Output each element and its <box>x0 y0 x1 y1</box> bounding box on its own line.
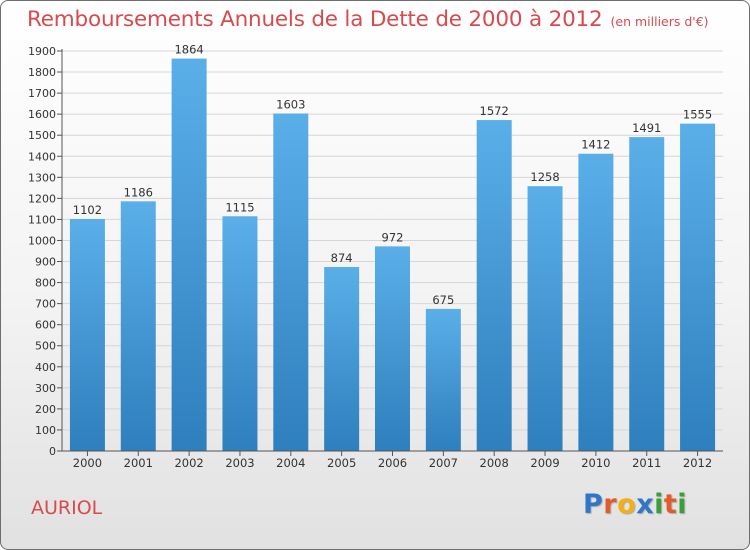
data-label: 675 <box>432 293 454 307</box>
bar-2012 <box>680 123 716 451</box>
y-tick-label: 1900 <box>28 45 56 58</box>
y-tick-label: 1600 <box>28 108 56 121</box>
y-tick-label: 500 <box>35 340 56 353</box>
x-tick-label: 2000 <box>73 456 102 470</box>
y-tick-label: 1800 <box>28 66 56 79</box>
labels: 0 100 200 300 400 500 600 700 800 900 1000 1100 1200… <box>28 43 712 470</box>
x-tick-label: 2006 <box>378 456 407 470</box>
bar-2010 <box>578 153 614 451</box>
x-tick-label: 2002 <box>174 456 203 470</box>
logo-letter: r <box>603 489 618 520</box>
logo-letter: P <box>583 489 604 520</box>
x-tick-label: 2001 <box>124 456 153 470</box>
data-label: 1102 <box>73 203 102 217</box>
logo-letter: o <box>617 489 637 520</box>
x-tick-label: 2005 <box>327 456 356 470</box>
y-tick-label: 600 <box>35 319 56 332</box>
axes <box>57 49 723 456</box>
y-tick-label: 200 <box>35 403 56 416</box>
place-name: AURIOL <box>31 497 103 519</box>
logo-letter: t <box>663 489 678 520</box>
bar-2005 <box>324 267 360 451</box>
y-tick-label: 0 <box>49 445 56 458</box>
y-tick-label: 100 <box>35 424 56 437</box>
y-tick-label: 1100 <box>28 213 56 226</box>
y-tick-label: 700 <box>35 298 56 311</box>
data-label: 1555 <box>683 108 712 122</box>
x-tick-label: 2004 <box>276 456 305 470</box>
data-label: 1115 <box>225 200 254 214</box>
bar-2006 <box>375 246 410 451</box>
y-tick-label: 1400 <box>28 150 56 163</box>
x-tick-label: 2010 <box>581 456 610 470</box>
x-tick-label: 2009 <box>530 456 559 470</box>
data-label: 1491 <box>632 121 661 135</box>
data-label: 972 <box>382 230 404 244</box>
data-label: 1603 <box>276 98 305 112</box>
logo-letter: x <box>636 489 655 520</box>
logo-letter: i <box>677 489 688 520</box>
y-tick-label: 400 <box>35 361 56 374</box>
data-label: 1864 <box>174 43 203 57</box>
y-tick-label: 800 <box>35 277 56 290</box>
chart-title: Remboursements Annuels de la Dette de 20… <box>27 7 603 32</box>
y-tick-label: 1300 <box>28 171 56 184</box>
chart-title-block: Remboursements Annuels de la Dette de 20… <box>27 7 709 32</box>
bar-2007 <box>425 308 461 451</box>
data-label: 1258 <box>530 170 559 184</box>
data-label: 1186 <box>124 185 153 199</box>
bar-2011 <box>629 137 665 451</box>
bar-2000 <box>69 219 105 451</box>
x-tick-label: 2007 <box>429 456 458 470</box>
y-tick-label: 900 <box>35 256 56 269</box>
bar-2008 <box>476 120 512 451</box>
bars <box>69 58 716 452</box>
bar-2001 <box>120 201 156 451</box>
chart-subtitle: (en milliers d'€) <box>610 14 709 29</box>
x-tick-label: 2012 <box>683 456 712 470</box>
x-tick-label: 2003 <box>225 456 254 470</box>
bar-2004 <box>273 113 309 452</box>
y-tick-label: 1700 <box>28 87 56 100</box>
y-tick-label: 1200 <box>28 192 56 205</box>
bar-2003 <box>222 216 258 451</box>
data-label: 1572 <box>480 104 509 118</box>
y-tick-label: 1500 <box>28 129 56 142</box>
y-tick-label: 1000 <box>28 234 56 247</box>
logo-letter: i <box>654 489 664 520</box>
proxiti-logo[interactable]: Proxiti <box>583 489 687 520</box>
y-tick-label: 300 <box>35 382 56 395</box>
x-tick-label: 2011 <box>632 456 661 470</box>
bar-2002 <box>171 58 207 451</box>
data-label: 1412 <box>581 138 610 152</box>
bar-2009 <box>527 186 563 451</box>
x-tick-label: 2008 <box>480 456 509 470</box>
data-label: 874 <box>331 251 353 265</box>
